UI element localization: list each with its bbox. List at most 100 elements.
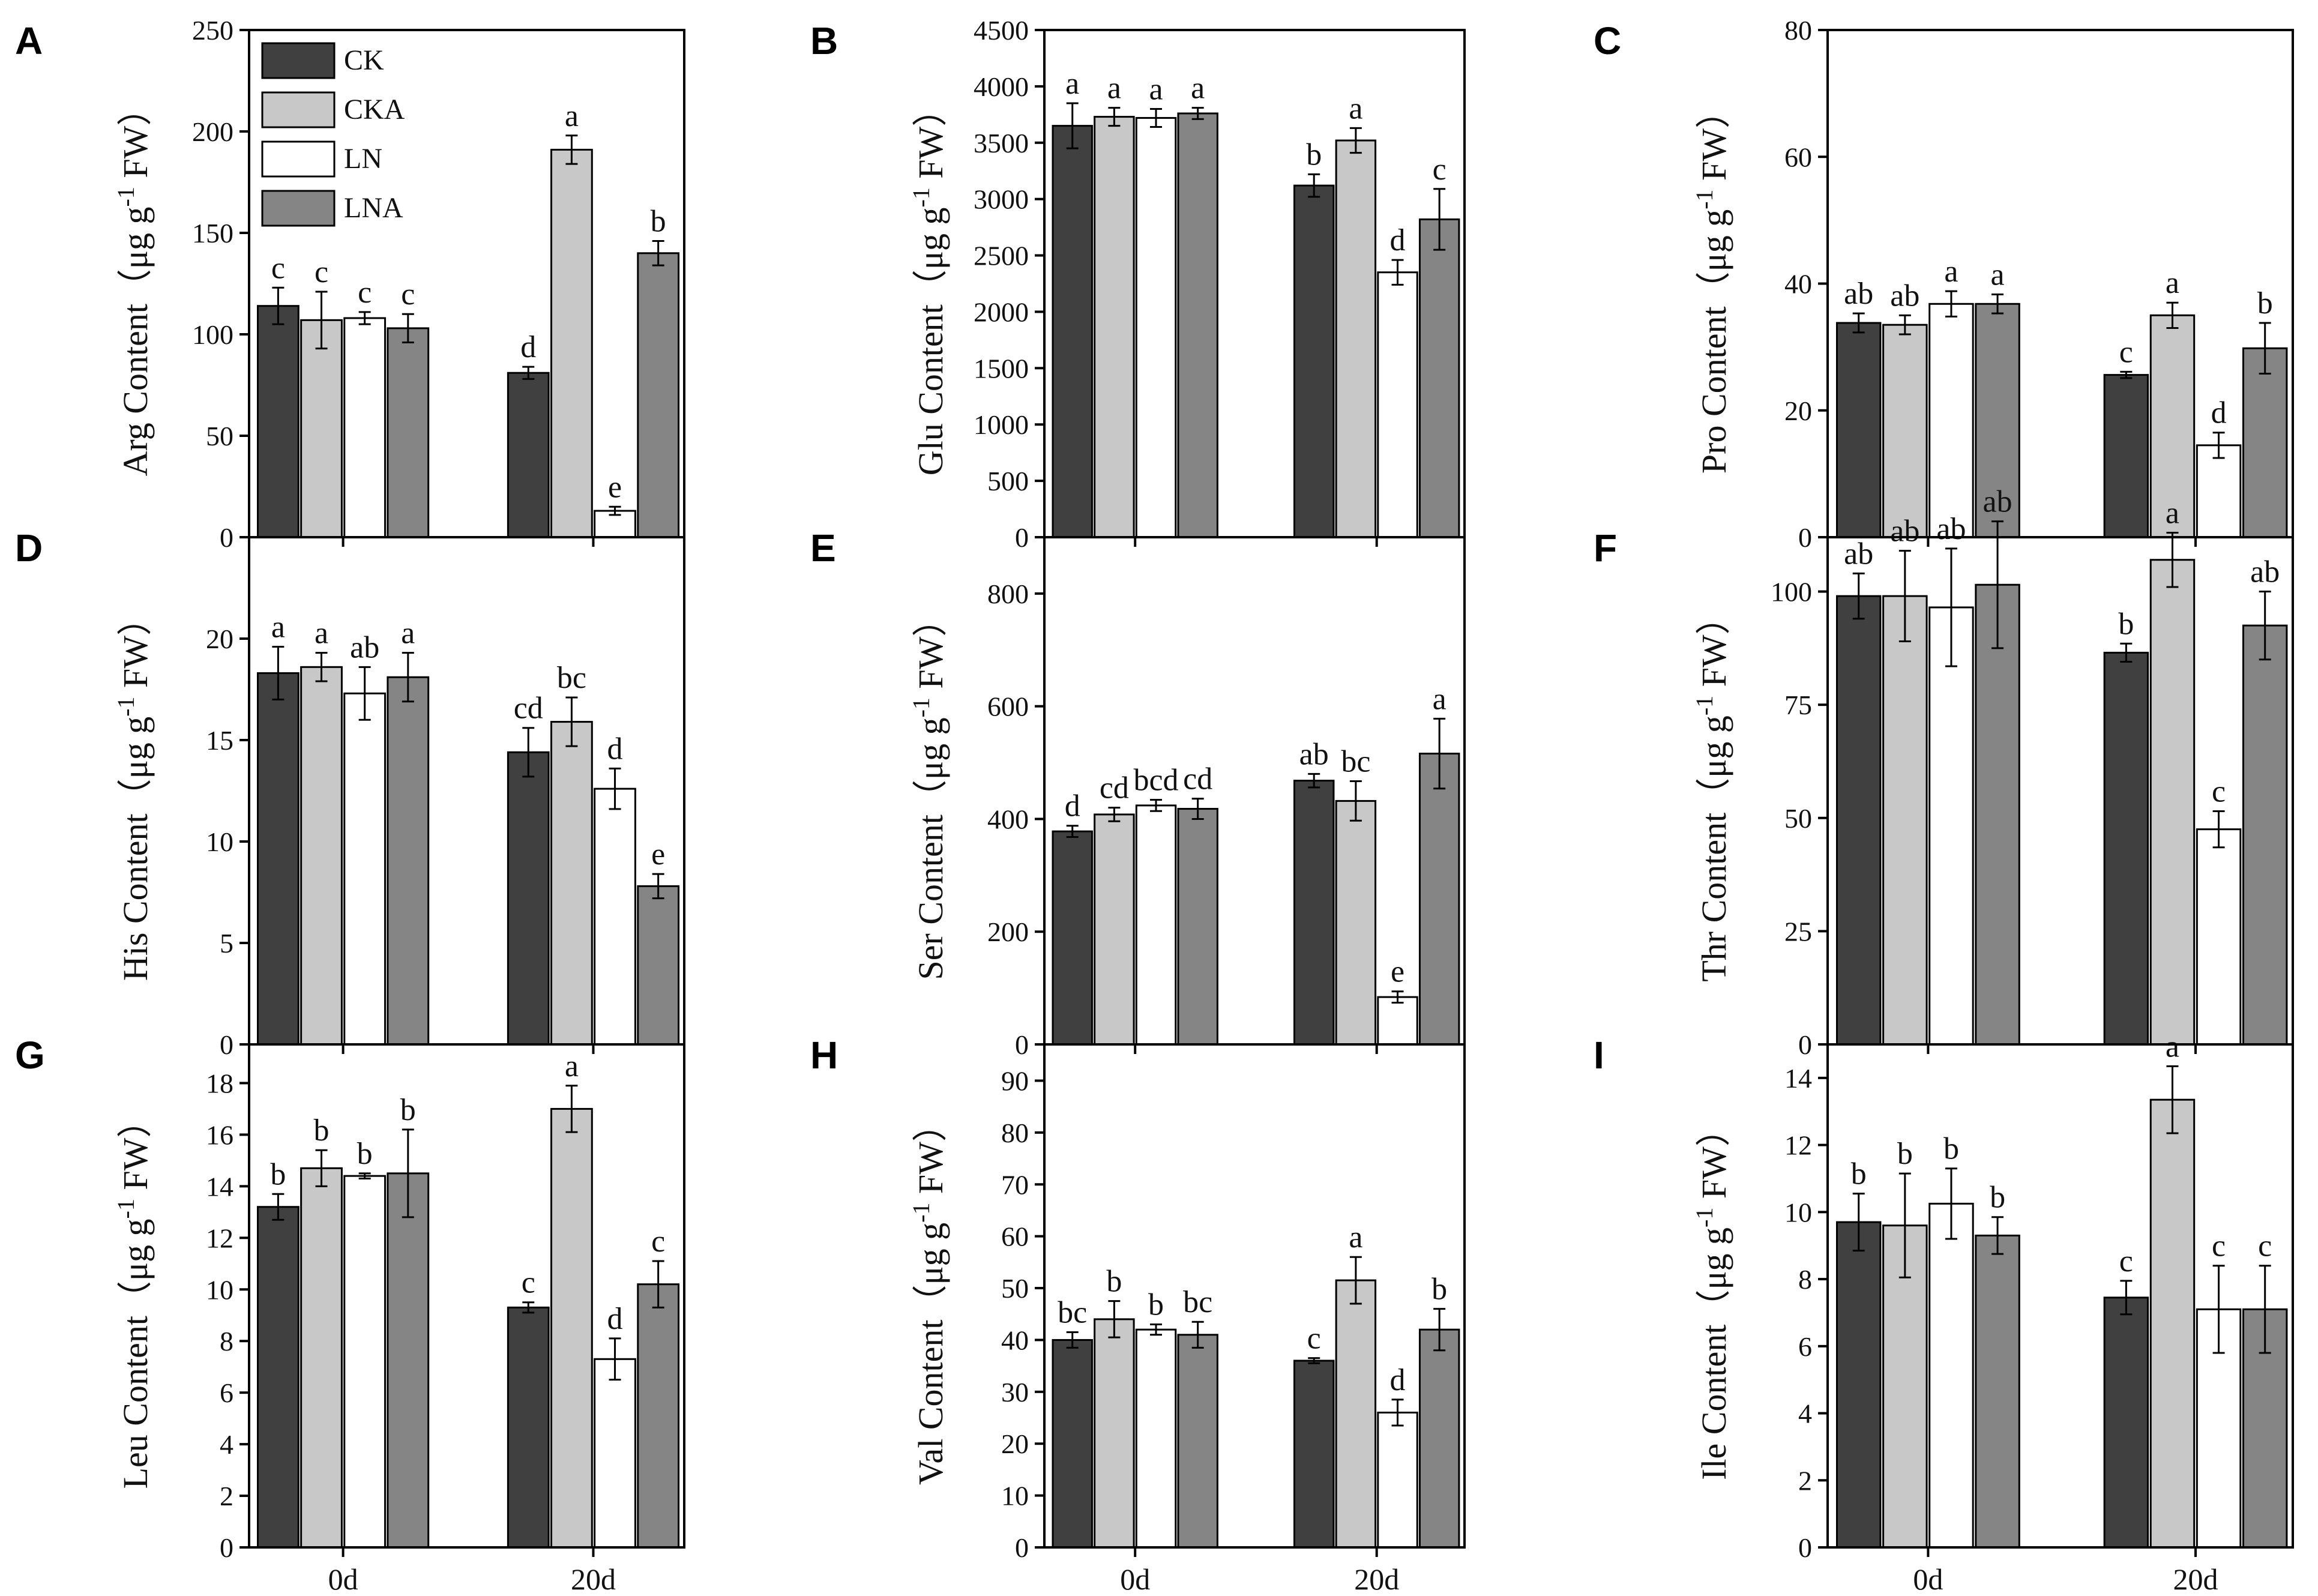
y-tick-label: 14 xyxy=(206,1171,233,1202)
bar-CK-20d xyxy=(1293,780,1335,1046)
bar-CKA-0d xyxy=(1094,813,1135,1046)
bar-LNA-20d xyxy=(1418,1328,1460,1549)
bar-CK-0d xyxy=(1836,595,1882,1046)
bar-CK-20d xyxy=(507,1306,550,1549)
y-tick-label: 70 xyxy=(1001,1169,1029,1200)
significance-label: bc xyxy=(1183,1285,1212,1319)
bar-LN-0d xyxy=(343,1175,387,1549)
y-tick-label: 1500 xyxy=(974,353,1029,384)
x-tick-label: 0d xyxy=(1913,1562,1943,1596)
significance-label: cd xyxy=(1183,762,1212,796)
y-tick-label: 1000 xyxy=(974,409,1029,440)
y-tick-label: 500 xyxy=(987,466,1029,496)
y-tick-label: 20 xyxy=(1784,396,1812,426)
significance-label: c xyxy=(358,276,372,310)
x-tick-label: 20d xyxy=(571,1562,616,1596)
panel-letter: F xyxy=(1594,526,1617,570)
bar-LN-20d xyxy=(2196,444,2242,538)
y-tick-label: 2500 xyxy=(974,241,1029,271)
panel-letter: D xyxy=(15,526,43,570)
y-axis-label: Arg Content（μg g-1 FW） xyxy=(112,91,155,477)
bar-LNA-0d xyxy=(1177,1334,1218,1549)
y-tick-label: 50 xyxy=(206,421,233,451)
significance-label: b xyxy=(651,205,666,239)
y-tick-label: 100 xyxy=(192,319,233,350)
y-tick-label: 14 xyxy=(1784,1063,1812,1094)
bar-LN-0d xyxy=(1928,1202,1974,1549)
bar-CK-20d xyxy=(2103,374,2149,538)
bar-CK-0d xyxy=(257,1206,300,1549)
x-tick-label: 20d xyxy=(2173,1562,2218,1596)
bar-CK-20d xyxy=(1293,1360,1335,1549)
y-tick-label: 4500 xyxy=(974,15,1029,46)
y-tick-label: 8 xyxy=(220,1326,233,1357)
bar-LN-0d xyxy=(1135,116,1177,538)
bar-CK-0d xyxy=(257,672,300,1046)
y-axis-label: Ile Content（μg g-1 FW） xyxy=(1691,1112,1733,1480)
y-tick-label: 200 xyxy=(987,917,1029,947)
significance-label: a xyxy=(1107,71,1121,106)
panel-letter: E xyxy=(810,526,836,570)
bar-LN-20d xyxy=(594,787,636,1046)
significance-label: ab xyxy=(1983,485,2012,519)
y-tick-label: 4 xyxy=(1798,1399,1812,1429)
bar-LNA-0d xyxy=(1975,583,2020,1046)
plot-frame xyxy=(1826,1043,2294,1549)
y-tick-label: 0 xyxy=(1798,1029,1812,1060)
y-tick-label: 600 xyxy=(987,691,1029,722)
significance-label: bc xyxy=(1058,1295,1087,1329)
y-axis-label: Val Content（μg g-1 FW） xyxy=(908,1107,950,1485)
bar-LN-0d xyxy=(1135,1328,1177,1549)
bar-LNA-20d xyxy=(637,1283,680,1549)
y-tick-label: 0 xyxy=(1798,522,1812,553)
significance-label: b xyxy=(1106,1265,1122,1299)
y-tick-label: 3500 xyxy=(974,128,1029,158)
significance-label: b xyxy=(2257,286,2273,321)
y-tick-label: 150 xyxy=(192,218,233,248)
bar-CKA-20d xyxy=(550,721,593,1046)
significance-label: c xyxy=(2119,335,2133,369)
y-tick-label: 0 xyxy=(1015,522,1029,553)
significance-label: a xyxy=(1944,254,1958,289)
bar-CKA-20d xyxy=(1335,1279,1377,1549)
bar-LN-20d xyxy=(2196,828,2242,1046)
significance-label: ab xyxy=(1936,512,1966,546)
panel-letter: B xyxy=(810,19,838,62)
significance-label: b xyxy=(1148,1288,1164,1322)
panel-letter: A xyxy=(15,19,43,62)
bar-CK-20d xyxy=(2103,651,2149,1046)
significance-label: a xyxy=(401,616,415,651)
y-tick-label: 0 xyxy=(220,1029,233,1060)
bar-LNA-0d xyxy=(387,327,430,538)
significance-label: d xyxy=(607,732,623,766)
bar-CKA-20d xyxy=(2149,314,2196,538)
y-tick-label: 2 xyxy=(1798,1465,1812,1496)
significance-label: ab xyxy=(1299,737,1329,771)
significance-label: d xyxy=(2211,396,2227,430)
y-tick-label: 20 xyxy=(206,624,233,654)
bar-CKA-20d xyxy=(2149,1098,2196,1549)
y-tick-label: 10 xyxy=(1001,1481,1029,1511)
significance-label: c xyxy=(2258,1229,2272,1263)
bar-LN-0d xyxy=(1928,303,1974,538)
significance-label: c xyxy=(401,277,415,312)
bar-LNA-0d xyxy=(387,1172,430,1549)
significance-label: a xyxy=(565,1049,579,1083)
y-axis-label: Pro Content（μg g-1 FW） xyxy=(1691,94,1733,474)
significance-label: a xyxy=(315,616,328,651)
bar-LNA-20d xyxy=(637,885,680,1046)
panel-letter: C xyxy=(1594,19,1621,62)
significance-label: bcd xyxy=(1133,763,1178,798)
y-tick-label: 10 xyxy=(206,827,233,857)
y-tick-label: 250 xyxy=(192,15,233,46)
bar-LN-0d xyxy=(1928,606,1974,1046)
bar-CK-0d xyxy=(1052,125,1093,538)
legend-label-CKA: CKA xyxy=(344,94,405,125)
y-tick-label: 90 xyxy=(1001,1065,1029,1096)
significance-label: a xyxy=(2166,496,2179,530)
y-tick-label: 5 xyxy=(220,928,233,959)
bar-LN-20d xyxy=(1377,1411,1418,1549)
